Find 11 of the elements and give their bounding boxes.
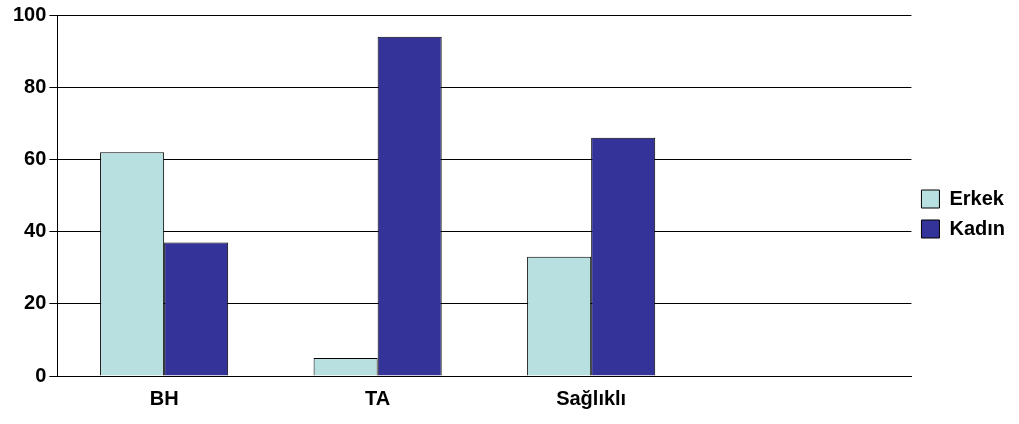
y-tick-label: 80 [24,74,47,97]
y-tick-label: 100 [12,2,47,25]
x-tick-label: BH [149,386,179,409]
legend-label: Erkek [949,186,1005,209]
x-tick-label: Sağlıklı [556,386,627,409]
x-tick-label: TA [365,386,391,409]
legend-label: Kadın [949,216,1006,239]
y-tick-label: 20 [24,291,47,314]
y-tick-label: 40 [24,219,47,242]
y-tick-label: 0 [35,363,47,386]
y-tick-label: 60 [24,146,47,169]
